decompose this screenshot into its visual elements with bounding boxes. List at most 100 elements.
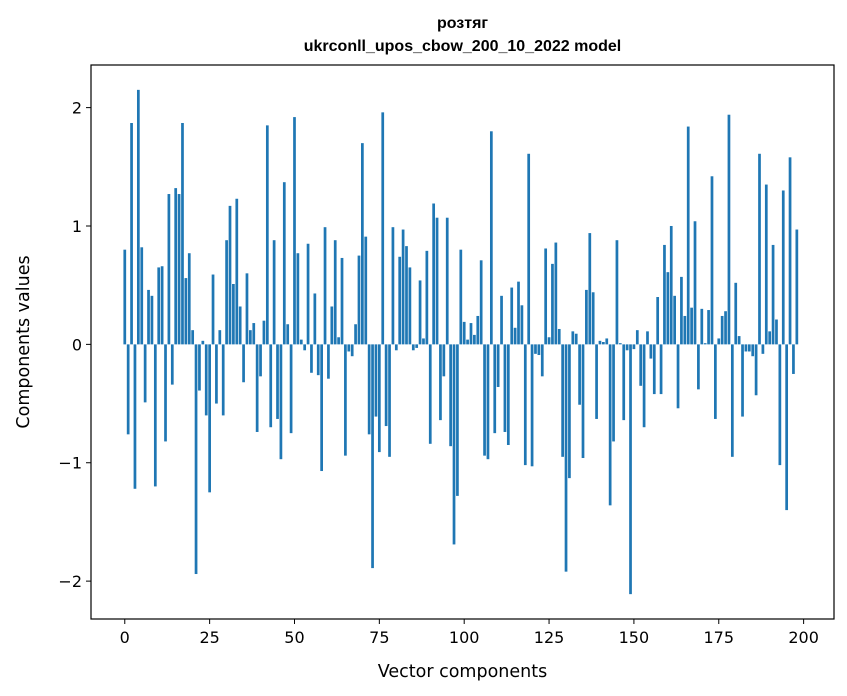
- bar: [204, 344, 208, 416]
- bar: [792, 344, 795, 374]
- bar: [747, 344, 751, 352]
- bar: [605, 338, 609, 345]
- x-tick-label: 50: [284, 628, 304, 647]
- bar: [578, 344, 581, 405]
- bar: [354, 324, 357, 345]
- bar: [703, 343, 707, 345]
- bar: [347, 344, 351, 352]
- x-axis-label: Vector components: [378, 662, 547, 682]
- bar: [595, 344, 598, 419]
- bar: [313, 293, 317, 345]
- bar: [249, 330, 252, 345]
- bar: [744, 344, 748, 352]
- bar: [177, 194, 181, 345]
- bar: [150, 295, 154, 345]
- bar: [683, 315, 687, 345]
- bar: [788, 157, 792, 345]
- bar: [666, 272, 670, 345]
- bar: [771, 244, 775, 345]
- bar: [310, 344, 313, 373]
- bar: [768, 331, 772, 345]
- bar: [388, 344, 391, 457]
- bar: [126, 344, 130, 435]
- bar: [564, 344, 568, 572]
- bar: [500, 295, 503, 345]
- bar: [585, 289, 588, 345]
- bar: [483, 344, 486, 456]
- bar: [432, 203, 436, 345]
- bar: [245, 273, 249, 345]
- bar: [259, 344, 262, 377]
- bar: [714, 344, 717, 419]
- bar: [252, 323, 256, 345]
- bar: [439, 344, 442, 421]
- bar: [795, 229, 799, 345]
- bar: [408, 267, 412, 345]
- bar: [333, 240, 337, 345]
- bar: [544, 248, 548, 345]
- x-axis-ticks: 0 25 50 75 100 125 150 175 200: [120, 619, 819, 647]
- bar: [191, 330, 195, 345]
- bar: [717, 338, 721, 345]
- bar: [279, 344, 283, 460]
- bar: [673, 295, 676, 345]
- x-tick-label: 25: [199, 628, 219, 647]
- bar: [676, 344, 680, 409]
- y-tick-label: −1: [58, 454, 82, 473]
- bar: [659, 344, 663, 395]
- bar: [442, 344, 446, 377]
- bar: [547, 337, 551, 345]
- bar: [724, 311, 727, 345]
- bar: [635, 330, 639, 345]
- bar: [130, 123, 133, 345]
- bar: [669, 225, 673, 345]
- bar: [405, 246, 408, 345]
- bar: [422, 338, 425, 345]
- bar: [184, 278, 188, 345]
- bar: [493, 344, 497, 434]
- bar: [289, 344, 293, 434]
- bar: [503, 344, 507, 432]
- bar: [411, 344, 415, 351]
- bar: [218, 330, 222, 345]
- bar: [649, 344, 653, 359]
- bar: [581, 344, 585, 459]
- bar: [775, 319, 778, 345]
- bar: [608, 344, 612, 506]
- bar: [147, 289, 150, 345]
- bar: [198, 344, 201, 391]
- bar: [187, 253, 191, 345]
- bar: [238, 306, 242, 345]
- bar: [384, 344, 388, 427]
- bar: [303, 344, 307, 351]
- bar: [751, 344, 755, 357]
- bar: [727, 114, 731, 345]
- bar: [489, 131, 493, 345]
- bar: [680, 276, 683, 345]
- bar: [764, 184, 768, 345]
- bar: [425, 250, 429, 345]
- bar: [761, 344, 765, 354]
- x-tick-label: 75: [369, 628, 389, 647]
- bar: [293, 117, 296, 345]
- y-axis-label: Components values: [14, 255, 34, 428]
- bar: [700, 308, 704, 345]
- bar: [296, 253, 300, 345]
- bar: [330, 306, 334, 345]
- x-tick-label: 200: [788, 628, 819, 647]
- bar: [486, 344, 490, 460]
- bar: [282, 182, 286, 345]
- x-tick-label: 175: [703, 628, 734, 647]
- bar: [452, 344, 456, 545]
- bar: [554, 242, 558, 345]
- bar: [778, 344, 782, 466]
- bar: [449, 344, 452, 447]
- y-tick-label: 1: [72, 217, 82, 236]
- bar: [255, 344, 259, 432]
- bar: [622, 344, 626, 421]
- bar: [167, 194, 171, 345]
- bar: [785, 344, 789, 511]
- bar: [527, 153, 531, 345]
- bar: [269, 344, 273, 428]
- bar: [211, 274, 215, 345]
